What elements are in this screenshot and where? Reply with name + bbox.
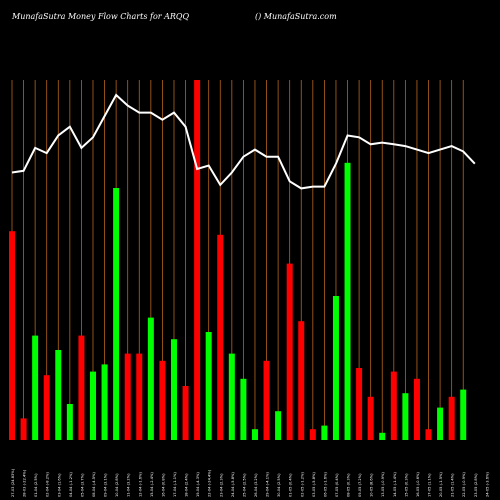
- inflow-bar: [66, 404, 73, 440]
- inflow-bar: [437, 407, 444, 440]
- x-tick-label: 12-04 (-1.6%): [138, 472, 142, 497]
- inflow-bar: [240, 378, 247, 440]
- x-tick-label: 23-04 (2.3%): [219, 473, 223, 497]
- x-tick-label: 08-05 (0.3%): [347, 473, 351, 497]
- inflow-bar: [460, 389, 467, 440]
- inflow-bar: [89, 371, 96, 440]
- x-tick-label: 04-04 (-1.2%): [69, 472, 73, 497]
- x-tick-label: 27-03 (24.83%): [11, 468, 15, 497]
- outflow-bar: [9, 231, 15, 440]
- outflow-bar: [263, 360, 270, 440]
- outflow-bar: [182, 386, 189, 440]
- inflow-bar: [251, 429, 258, 440]
- x-tick-label: 28-03 (-22.4%): [23, 469, 27, 497]
- x-tick-label: 07-05 (0.4%): [335, 473, 339, 497]
- inflow-bar: [344, 162, 351, 441]
- outflow-bar: [356, 368, 363, 440]
- x-tick-label: 15-05 (0.3%): [404, 473, 408, 497]
- x-tick-label: 10-04 (2.8%): [115, 473, 119, 497]
- inflow-bar: [228, 353, 235, 440]
- x-tick-label: 03-04 (1.6%): [57, 473, 61, 497]
- x-tick-label: 05-04 (3.7%): [80, 473, 84, 497]
- x-tick-label: 16-04 (0.8%): [161, 473, 165, 497]
- x-tick-label: 08-04 (-4.5%): [92, 472, 96, 497]
- inflow-bar: [55, 350, 62, 440]
- inflow-bar: [147, 317, 154, 440]
- x-tick-label: 29-04 (-4.1%): [266, 472, 270, 497]
- x-tick-label: 24-05 (-3.6%): [485, 472, 489, 497]
- x-tick-label: 30-04 (2.5%): [277, 473, 281, 497]
- money-flow-bars: [9, 80, 467, 441]
- outflow-bar: [194, 80, 201, 440]
- x-tick-label: 23-05 (2.8%): [474, 473, 478, 497]
- inflow-bar: [321, 425, 328, 440]
- x-tick-label: 22-05 (-0.9%): [462, 472, 466, 497]
- price-line-layer: [11, 93, 476, 190]
- x-tick-label: 14-05 (-1.4%): [393, 472, 397, 497]
- outflow-bar: [425, 429, 432, 440]
- x-tick-label: 17-05 (1.1%): [428, 473, 432, 497]
- x-tick-label: 16-05 (-0.6%): [416, 472, 420, 497]
- x-tick-label: 26-04 (3.2%): [254, 473, 258, 497]
- outflow-bar: [413, 378, 420, 440]
- site-name: () MunafaSutra.com: [255, 12, 337, 21]
- x-tick-label: 13-05 (-0.9%): [381, 472, 385, 497]
- x-axis-labels: 27-03 (24.83%) 28-03 (-22.4%) 01-04 (2.5%)…: [11, 468, 489, 497]
- outflow-bar: [309, 429, 316, 440]
- inflow-bar: [275, 411, 282, 440]
- x-tick-label: 11-04 (3.2%): [127, 473, 131, 497]
- x-tick-label: 21-05 (1.4%): [451, 473, 455, 497]
- inflow-bar: [205, 332, 212, 440]
- x-tick-label: 09-04 (3.1%): [104, 473, 108, 497]
- outflow-bar: [367, 396, 374, 440]
- outflow-bar: [217, 234, 224, 440]
- x-tick-label: 18-04 (2.4%): [185, 473, 189, 497]
- outflow-bar: [159, 360, 166, 440]
- x-tick-label: 20-05 (-1.5%): [439, 472, 443, 497]
- x-tick-label: 24-04 (-5.8%): [231, 472, 235, 497]
- outflow-bar: [43, 375, 50, 440]
- x-tick-label: 01-05 (0.4%): [289, 473, 293, 497]
- x-tick-label: 06-05 (-1.6%): [323, 472, 327, 497]
- inflow-bar: [113, 188, 120, 440]
- inflow-bar: [170, 339, 177, 440]
- x-tick-label: 25-04 (2.5%): [242, 473, 246, 497]
- x-tick-label: 01-04 (2.5%): [34, 473, 38, 497]
- inflow-bar: [379, 432, 386, 440]
- x-tick-label: 17-04 (-1.1%): [173, 472, 177, 497]
- inflow-bar: [332, 296, 339, 440]
- outflow-bar: [78, 335, 85, 440]
- outflow-bar: [136, 353, 143, 440]
- outflow-bar: [298, 321, 305, 440]
- x-tick-label: 09-05 (7.2%): [358, 473, 362, 497]
- inflow-bar: [101, 364, 108, 440]
- outflow-bar: [124, 353, 131, 440]
- x-tick-label: 03-05 (-5.8%): [312, 472, 316, 497]
- chart-title: MunafaSutra Money Flow Charts for ARQQ: [12, 12, 190, 21]
- x-tick-label: 02-04 (-8.2%): [46, 472, 50, 497]
- x-tick-label: 22-04 (-24.4%): [208, 469, 212, 497]
- x-tick-label: 02-05 (-1.2%): [300, 472, 304, 497]
- outflow-bar: [286, 263, 293, 440]
- price-line: [11, 93, 476, 190]
- outflow-bar: [20, 418, 27, 440]
- x-tick-label: 10-05 (8.6%): [370, 473, 374, 497]
- inflow-bar: [32, 335, 39, 440]
- x-tick-label: 19-04 (-4.3%): [196, 472, 200, 497]
- inflow-bar: [402, 393, 409, 440]
- x-tick-label: 15-04 (-2.4%): [150, 472, 154, 497]
- outflow-bar: [448, 396, 455, 440]
- outflow-bar: [390, 371, 397, 440]
